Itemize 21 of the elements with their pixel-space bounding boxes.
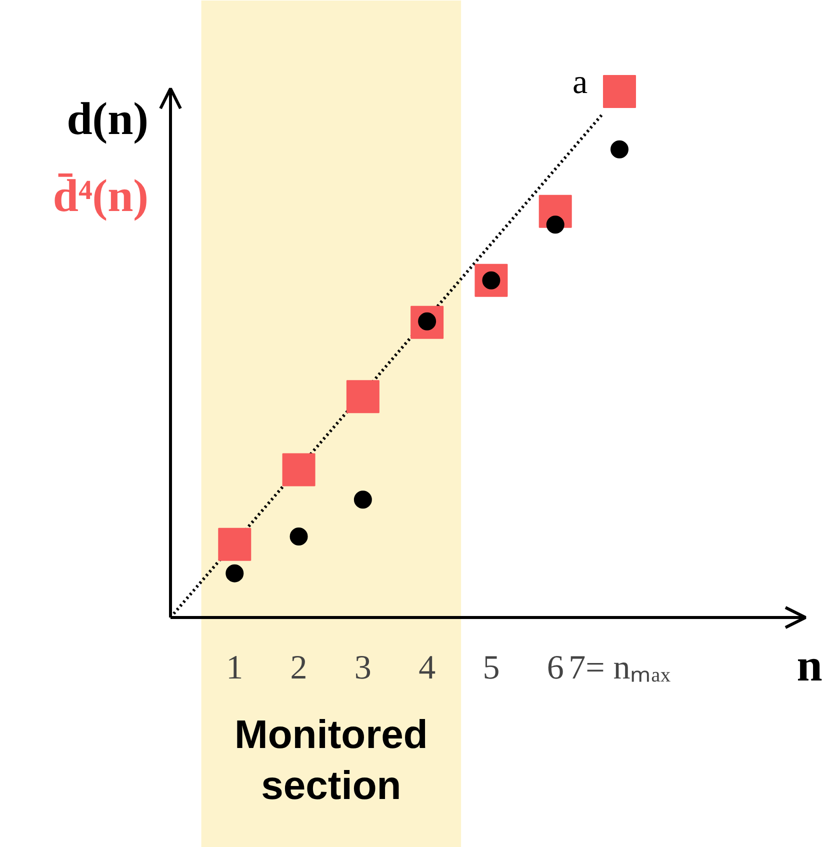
- x-tick-label: 5: [482, 650, 500, 686]
- point: [290, 528, 308, 546]
- x-tick-label: 2: [290, 650, 308, 686]
- point: [354, 490, 372, 509]
- point: [546, 216, 564, 234]
- point: [282, 453, 316, 486]
- x-tick-label: 1: [226, 650, 244, 686]
- point: [610, 140, 628, 158]
- series-label: a: [572, 64, 588, 102]
- x-tick-label: 4: [418, 650, 436, 686]
- legend-label: d(n): [66, 93, 149, 144]
- point: [346, 380, 380, 414]
- x-tick-label: 3: [354, 650, 372, 686]
- band-label: Monitored section: [234, 713, 428, 808]
- x-axis-title: n: [796, 640, 822, 690]
- point: [226, 564, 244, 582]
- x-tick-label: 6: [546, 650, 564, 686]
- point: [602, 75, 636, 108]
- x-tick-label: 7= nₘₐₓ: [568, 650, 671, 686]
- text: d̄⁴(n): [52, 170, 148, 221]
- point: [218, 528, 252, 561]
